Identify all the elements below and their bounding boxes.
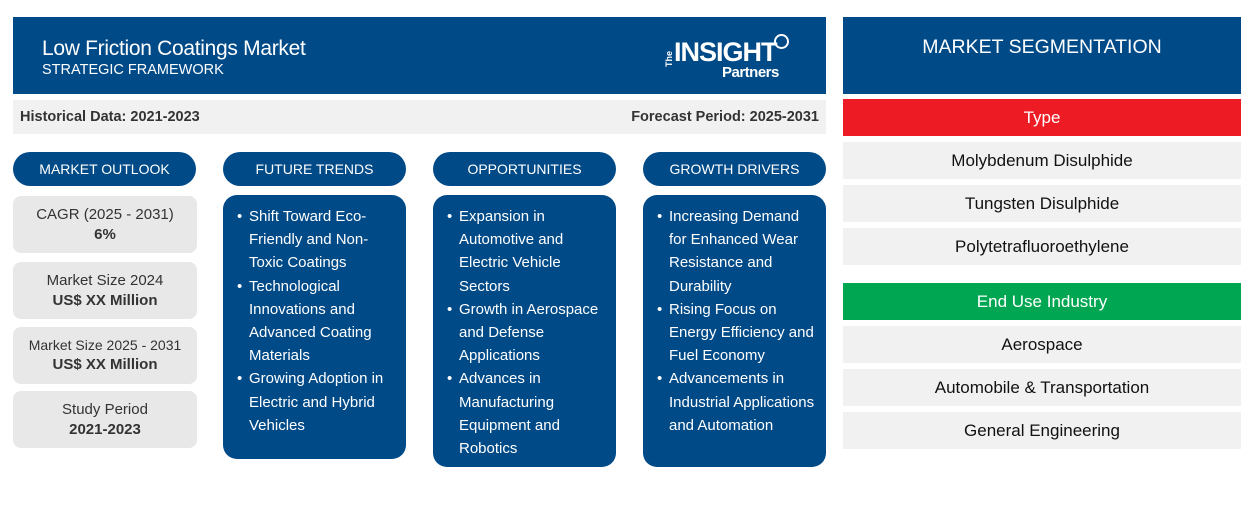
- stat-cagr: CAGR (2025 - 2031) 6%: [13, 196, 197, 253]
- stat-label: Market Size 2024: [46, 272, 164, 289]
- opportunities-header: OPPORTUNITIES: [433, 152, 616, 186]
- stat-market-size-forecast: Market Size 2025 - 2031 US$ XX Million: [13, 327, 197, 384]
- future-trend-item: Shift Toward Eco-Friendly and Non-Toxic …: [237, 205, 396, 275]
- opportunity-item: Expansion in Automotive and Electric Veh…: [447, 205, 606, 298]
- segment-item: Polytetrafluoroethylene: [843, 228, 1241, 265]
- growth-drivers-header: GROWTH DRIVERS: [643, 152, 826, 186]
- stat-value: US$ XX Million: [52, 356, 158, 373]
- segment-category-type: Type: [843, 99, 1241, 136]
- segment-item: Tungsten Disulphide: [843, 185, 1241, 222]
- logo-insight-text: INSIGHT: [674, 37, 778, 67]
- page-title: Low Friction Coatings Market: [42, 37, 306, 60]
- segment-item: Molybdenum Disulphide: [843, 142, 1241, 179]
- segment-category-end-use-industry: End Use Industry: [843, 283, 1241, 320]
- stat-study-period: Study Period 2021-2023: [13, 391, 197, 448]
- forecast-period-label: Forecast Period: 2025-2031: [631, 109, 819, 125]
- stat-label: Study Period: [62, 401, 148, 418]
- period-bar: Historical Data: 2021-2023 Forecast Peri…: [13, 100, 826, 134]
- logo-the-text: The: [664, 50, 674, 67]
- stat-value: 2021-2023: [69, 421, 141, 438]
- future-trend-item: Growing Adoption in Electric and Hybrid …: [237, 367, 396, 437]
- logo-partners-text: Partners: [722, 64, 779, 81]
- future-trends-header: FUTURE TRENDS: [223, 152, 406, 186]
- stat-label: Market Size 2025 - 2031: [28, 337, 182, 353]
- page-subtitle: STRATEGIC FRAMEWORK: [42, 62, 224, 78]
- header-banner: Low Friction Coatings Market STRATEGIC F…: [13, 17, 826, 94]
- historical-data-label: Historical Data: 2021-2023: [20, 109, 200, 125]
- segment-item: General Engineering: [843, 412, 1241, 449]
- segment-item: Automobile & Transportation: [843, 369, 1241, 406]
- logo-ring-icon: [774, 34, 789, 49]
- market-segmentation-header: MARKET SEGMENTATION: [843, 17, 1241, 94]
- market-outlook-header: MARKET OUTLOOK: [13, 152, 196, 186]
- opportunity-item: Advances in Manufacturing Equipment and …: [447, 367, 606, 460]
- stat-market-size-2024: Market Size 2024 US$ XX Million: [13, 262, 197, 319]
- future-trend-item: Technological Innovations and Advanced C…: [237, 275, 396, 368]
- growth-drivers-panel: Increasing Demand for Enhanced Wear Resi…: [643, 195, 826, 467]
- stat-label: CAGR (2025 - 2031): [36, 206, 174, 223]
- insight-partners-logo: The INSIGHT Partners: [662, 33, 802, 83]
- stat-value: US$ XX Million: [52, 292, 158, 309]
- growth-driver-item: Increasing Demand for Enhanced Wear Resi…: [657, 205, 816, 298]
- opportunity-item: Growth in Aerospace and Defense Applicat…: [447, 298, 606, 368]
- growth-driver-item: Rising Focus on Energy Efficiency and Fu…: [657, 298, 816, 368]
- stat-value: 6%: [94, 226, 116, 243]
- future-trends-panel: Shift Toward Eco-Friendly and Non-Toxic …: [223, 195, 406, 459]
- opportunities-panel: Expansion in Automotive and Electric Veh…: [433, 195, 616, 467]
- growth-driver-item: Advancements in Industrial Applications …: [657, 367, 816, 437]
- segment-item: Aerospace: [843, 326, 1241, 363]
